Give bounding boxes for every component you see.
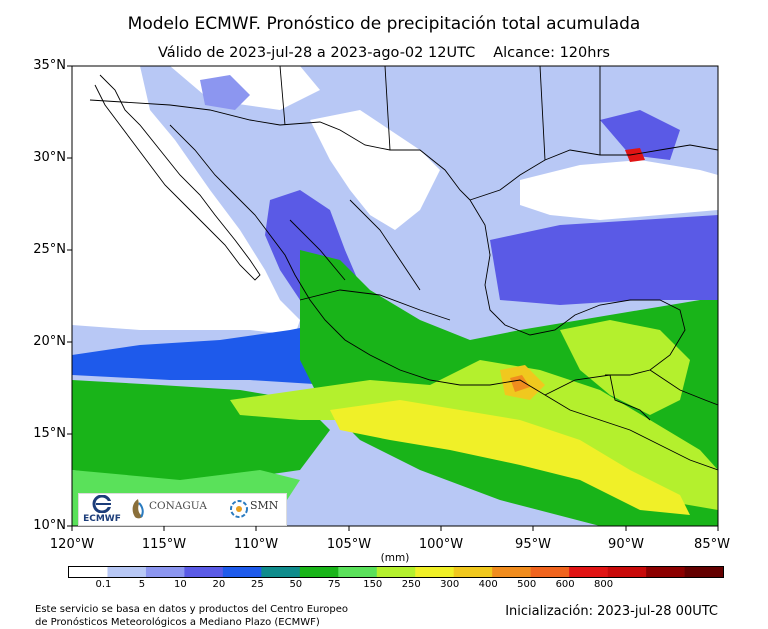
blue-speckle-north — [200, 75, 250, 110]
colorbar-swatch — [338, 567, 378, 577]
colorbar-label: 20 — [212, 579, 226, 590]
colorbar-label: 300 — [440, 579, 460, 590]
central-america-coast — [649, 369, 718, 406]
colorbar-swatch — [261, 567, 301, 577]
blue-band-gulf — [490, 215, 718, 305]
lon-label-100w: 100°W — [418, 537, 464, 552]
gulf-mexico-coast — [469, 199, 686, 376]
initialization-time: Inicialización: 2023-jul-28 00UTC — [505, 604, 718, 619]
logo-strip: ECMWF CONAGUA SMN — [78, 493, 287, 526]
conagua-logo-text: CONAGUA — [149, 500, 207, 512]
conagua-logo: CONAGUA — [129, 496, 221, 523]
colorbar — [68, 566, 724, 578]
us-state-line — [279, 66, 601, 161]
ecmwf-logo: ECMWF — [81, 495, 123, 524]
lon-label-95w: 95°W — [515, 537, 551, 552]
colorbar-label: 800 — [594, 579, 614, 590]
colorbar-label: 0.1 — [95, 579, 112, 590]
colorbar-swatch — [492, 567, 531, 577]
forecast-range: Alcance: 120hrs — [493, 45, 610, 61]
yellow-band — [330, 400, 690, 515]
state-line-1 — [299, 289, 451, 321]
smn-emblem-icon — [230, 500, 248, 518]
colorbar-label: 25 — [250, 579, 264, 590]
smn-logo-text: SMN — [250, 499, 279, 512]
colorbar-swatch — [222, 567, 262, 577]
lat-label-20: 20°N — [33, 334, 66, 349]
lat-label-10: 10°N — [33, 518, 66, 533]
dry-area-north-mexico — [310, 110, 440, 230]
credit-line-1: Este servicio se basa en datos y product… — [35, 604, 349, 615]
colorbar-swatch — [69, 567, 108, 577]
colorbar-unit: (mm) — [380, 552, 410, 564]
lon-label-120w: 120°W — [49, 537, 95, 552]
orange-spot-2 — [510, 375, 530, 392]
lat-label-35: 35°N — [33, 58, 66, 73]
baja-california-coast — [94, 74, 261, 281]
colorbar-swatch — [453, 567, 493, 577]
gulf-california-coast — [169, 124, 718, 471]
us-gulf-coast — [469, 144, 718, 201]
colorbar-swatch — [415, 567, 455, 577]
ecmwf-emblem-icon — [92, 495, 112, 513]
map-title: Modelo ECMWF. Pronóstico de precipitació… — [127, 14, 641, 34]
geographic-lines — [89, 66, 718, 471]
map-frame — [71, 65, 719, 527]
colorbar-label: 400 — [478, 579, 498, 590]
colorbar-swatch — [184, 567, 224, 577]
colorbar-swatch — [299, 567, 339, 577]
lat-label-15: 15°N — [33, 426, 66, 441]
smn-logo: SMN — [229, 496, 284, 523]
colorbar-label: 150 — [363, 579, 383, 590]
lon-label-110w: 110°W — [233, 537, 279, 552]
colorbar-label: 10 — [174, 579, 187, 590]
colorbar-swatch — [530, 567, 570, 577]
colorbar-label: 250 — [401, 579, 421, 590]
dry-area-gulf — [520, 160, 718, 220]
lon-label-90w: 90°W — [608, 537, 644, 552]
map-subtitle: Válido de 2023-jul-28 a 2023-ago-02 12UT… — [0, 45, 768, 61]
lat-label-25: 25°N — [33, 242, 66, 257]
lat-label-30: 30°N — [33, 150, 66, 165]
state-line-2 — [349, 199, 421, 291]
state-line-3 — [289, 219, 346, 281]
colorbar-label: 500 — [517, 579, 537, 590]
lon-label-115w: 115°W — [141, 537, 187, 552]
colorbar-swatch — [607, 567, 647, 577]
colorbar-swatch — [569, 567, 608, 577]
colorbar-label: 600 — [555, 579, 575, 590]
data-credit: Este servicio se basa en datos y product… — [35, 603, 348, 629]
colorbar-swatch — [107, 567, 147, 577]
yellowgreen-gulf — [560, 320, 690, 415]
colorbar-label: 50 — [289, 579, 303, 590]
colorbar-swatch — [684, 567, 724, 577]
colorbar-swatch — [646, 567, 685, 577]
colorbar-label: 75 — [327, 579, 341, 590]
lon-label-105w: 105°W — [326, 537, 372, 552]
ecmwf-logo-text: ECMWF — [83, 514, 121, 524]
lon-label-85w: 85°W — [694, 537, 730, 552]
colorbar-swatch — [376, 567, 416, 577]
valid-period: Válido de 2023-jul-28 a 2023-ago-02 12UT… — [158, 45, 476, 61]
colorbar-swatch — [145, 567, 185, 577]
blue-speckle-texas — [600, 110, 680, 160]
credit-line-2: de Pronósticos Meteorológicos a Mediano … — [35, 617, 320, 628]
colorbar-frame — [68, 566, 724, 578]
conagua-emblem-icon — [132, 499, 144, 519]
precipitation-field — [72, 66, 718, 526]
us-mexico-border — [89, 99, 471, 201]
red-speckle — [625, 148, 645, 162]
colorbar-label: 5 — [138, 579, 146, 590]
guatemala-border — [544, 374, 651, 421]
axis-ticks — [67, 65, 719, 531]
